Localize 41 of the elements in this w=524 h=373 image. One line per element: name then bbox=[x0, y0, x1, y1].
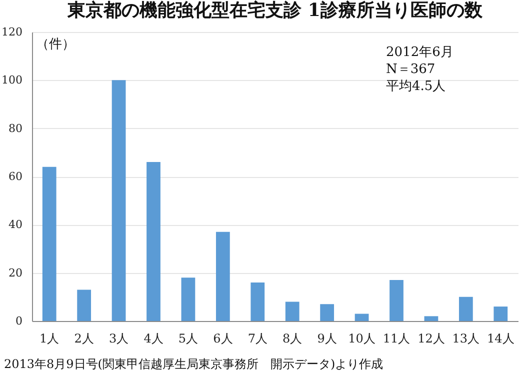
bar bbox=[216, 232, 230, 321]
bar bbox=[285, 302, 300, 321]
y-tick-label: 60 bbox=[8, 170, 22, 183]
text: 2013年8月9日号(関東甲信越厚生局東京事務所 開示データ)より作成 bbox=[4, 357, 384, 371]
annotation: 2012年6月 bbox=[386, 45, 454, 60]
bar bbox=[354, 314, 369, 321]
bar bbox=[424, 316, 438, 321]
bar bbox=[320, 304, 334, 321]
chart-title: 東京都の機能強化型在宅支診 1診療所当り医師の数 bbox=[66, 0, 484, 21]
x-tick-label: 1人 bbox=[40, 332, 60, 346]
bar bbox=[181, 278, 196, 321]
y-tick-label: 80 bbox=[8, 122, 22, 135]
x-tick-label: 8人 bbox=[282, 332, 302, 346]
x-tick-label: 11人 bbox=[382, 332, 410, 346]
y-tick-label: 20 bbox=[8, 266, 22, 280]
bar bbox=[146, 162, 160, 321]
y-tick-label: 120 bbox=[2, 26, 22, 38]
x-tick-label: 10人 bbox=[348, 332, 376, 346]
x-tick-label: 6人 bbox=[213, 332, 233, 346]
x-tick-label: 9人 bbox=[317, 332, 337, 346]
annotation: 平均4.5人 bbox=[386, 79, 446, 94]
x-tick-label: 5人 bbox=[178, 332, 198, 346]
bar bbox=[42, 166, 56, 321]
x-tick-label: 3人 bbox=[108, 332, 129, 346]
x-tick-label: 14人 bbox=[487, 332, 514, 346]
bar bbox=[494, 306, 508, 321]
x-tick-label: 4人 bbox=[144, 332, 164, 346]
y-axis-title: （件） bbox=[36, 37, 75, 52]
x-tick-label: 7人 bbox=[248, 332, 268, 346]
bar bbox=[112, 80, 126, 321]
x-tick-label: 13人 bbox=[452, 332, 480, 346]
bar bbox=[250, 282, 265, 321]
y-tick-label: 0 bbox=[16, 314, 22, 328]
bar bbox=[77, 290, 92, 321]
bar bbox=[458, 296, 473, 321]
bar bbox=[390, 280, 404, 321]
x-tick-label: 12人 bbox=[418, 332, 445, 346]
y-tick-label: 40 bbox=[8, 218, 22, 232]
x-tick-label: 2人 bbox=[74, 332, 94, 346]
y-tick-label: 100 bbox=[2, 74, 22, 87]
annotation: N＝367 bbox=[386, 62, 436, 77]
